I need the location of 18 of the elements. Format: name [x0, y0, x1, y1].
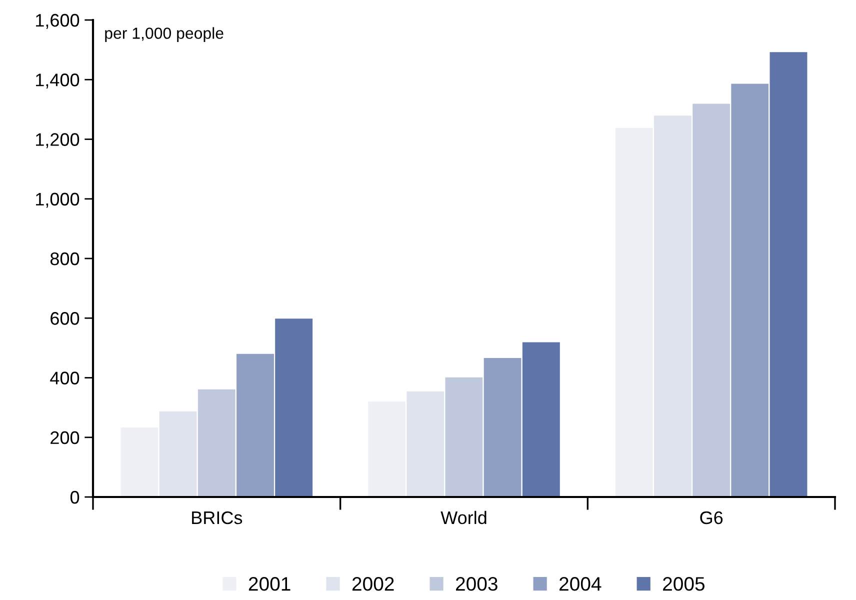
y-tick-label: 1,000 — [36, 192, 80, 208]
y-tick-label: 1,200 — [36, 133, 80, 148]
y-tick-label: 400 — [50, 372, 80, 384]
x-tick-label: BRICs — [192, 511, 242, 524]
annotation: per 1,000 people — [105, 27, 224, 42]
legend-label: 2004 — [560, 577, 602, 591]
y-tick-label: 1,600 — [36, 14, 80, 29]
legend-label: 2005 — [663, 577, 705, 591]
y-tick-label: 1,400 — [36, 74, 80, 88]
legend-label: 2003 — [456, 577, 498, 591]
y-tick-label: 600 — [50, 312, 80, 325]
y-tick-label: 0 — [70, 490, 80, 504]
legend-label: 2001 — [248, 577, 290, 591]
y-tick-label: 800 — [50, 252, 80, 266]
legend-label: 2002 — [352, 577, 394, 591]
y-tick-label: 200 — [50, 431, 80, 444]
x-tick-label: G6 — [700, 511, 723, 524]
x-tick-label: World — [440, 510, 486, 524]
